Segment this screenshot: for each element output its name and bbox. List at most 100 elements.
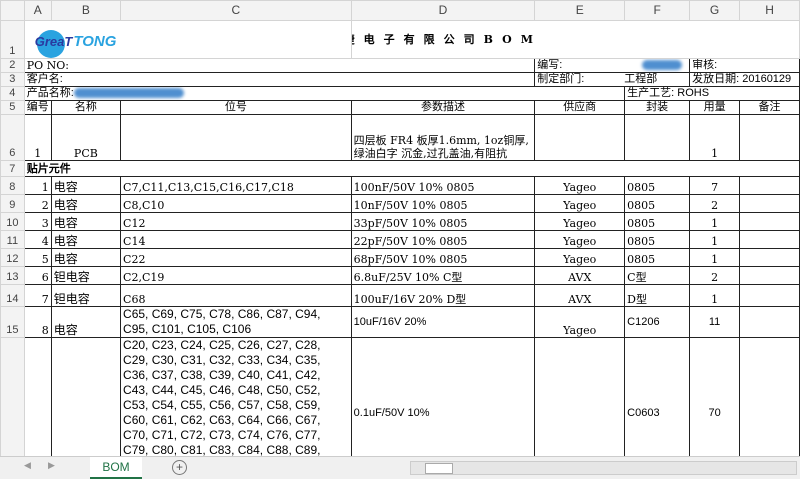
cell-pkg[interactable]: 0805 bbox=[624, 212, 691, 231]
cell-note[interactable] bbox=[739, 306, 800, 338]
cell-no[interactable]: 5 bbox=[23, 248, 52, 267]
row-header[interactable]: 10 bbox=[0, 212, 25, 231]
cell-pkg[interactable]: 0805 bbox=[624, 176, 691, 195]
cell-qty[interactable]: 70 bbox=[689, 337, 741, 456]
row-header[interactable]: 12 bbox=[0, 248, 25, 267]
header-cell[interactable]: 用量 bbox=[689, 100, 741, 115]
column-header[interactable]: F bbox=[624, 0, 691, 21]
cell-name[interactable]: 钽电容 bbox=[50, 284, 122, 307]
row-header[interactable]: 14 bbox=[0, 284, 25, 307]
cell-pkg[interactable]: 0805 bbox=[624, 230, 691, 249]
product-name-cell[interactable]: 产品名称: bbox=[23, 86, 626, 101]
cell-name[interactable]: 电容 bbox=[50, 176, 122, 195]
cell-note[interactable] bbox=[739, 230, 800, 249]
header-cell[interactable]: 封装 bbox=[624, 100, 691, 115]
process-cell[interactable]: 生产工艺: ROHS bbox=[624, 86, 800, 101]
row-header[interactable]: 2 bbox=[0, 58, 25, 73]
cell-vendor[interactable]: Yageo bbox=[534, 212, 626, 231]
header-cell[interactable]: 编号 bbox=[23, 100, 52, 115]
header-cell[interactable]: 供应商 bbox=[534, 100, 626, 115]
cell-name[interactable]: 电容 bbox=[50, 212, 122, 231]
cell-qty[interactable]: 11 bbox=[689, 306, 741, 338]
row-header[interactable]: 3 bbox=[0, 72, 25, 87]
column-header[interactable]: G bbox=[689, 0, 741, 21]
cell-qty[interactable]: 1 bbox=[689, 230, 741, 249]
add-sheet-icon[interactable]: + bbox=[172, 460, 187, 475]
column-header[interactable]: B bbox=[50, 0, 122, 21]
cell-vendor[interactable] bbox=[534, 337, 626, 456]
cell-no[interactable]: 4 bbox=[23, 230, 52, 249]
cell-name[interactable]: 电容 bbox=[50, 230, 122, 249]
select-all[interactable] bbox=[0, 0, 25, 21]
customer-cell[interactable]: 客户名: bbox=[23, 72, 536, 87]
cell-no[interactable]: 2 bbox=[23, 194, 52, 213]
cell-desc[interactable]: 四层板 FR4 板厚1.6mm, 1oz铜厚, 绿油白字 沉金,过孔盖油,有阻抗 bbox=[350, 114, 536, 161]
scroll-right-icon[interactable]: ▶ bbox=[48, 460, 55, 470]
scroll-left-icon[interactable]: ◀ bbox=[24, 460, 31, 470]
cell-vendor[interactable]: AVX bbox=[534, 284, 626, 307]
cell-vendor[interactable]: Yageo bbox=[534, 306, 626, 338]
cell-desc[interactable]: 22pF/50V 10% 0805 bbox=[350, 230, 536, 249]
row-header[interactable]: 7 bbox=[0, 160, 25, 177]
header-cell[interactable]: 位号 bbox=[120, 100, 352, 115]
cell-note[interactable] bbox=[739, 194, 800, 213]
cell-ref[interactable]: C14 bbox=[120, 230, 352, 249]
cell-desc[interactable]: 100nF/50V 10% 0805 bbox=[350, 176, 536, 195]
cell-vendor[interactable]: Yageo bbox=[534, 248, 626, 267]
cell-vendor[interactable]: Yageo bbox=[534, 176, 626, 195]
cell-ref[interactable]: C12 bbox=[120, 212, 352, 231]
cell-name[interactable]: PCB bbox=[50, 114, 122, 161]
cell-desc[interactable]: 6.8uF/25V 10% C型 bbox=[350, 266, 536, 285]
cell-qty[interactable]: 1 bbox=[689, 212, 741, 231]
cell-qty[interactable]: 7 bbox=[689, 176, 741, 195]
release-date-cell[interactable]: 发放日期: 20160129 bbox=[689, 72, 800, 87]
cell-no[interactable]: 1 bbox=[23, 176, 52, 195]
cell-qty[interactable]: 2 bbox=[689, 194, 741, 213]
row-header[interactable]: 13 bbox=[0, 266, 25, 285]
row-header[interactable]: 5 bbox=[0, 100, 25, 115]
row-header[interactable]: 9 bbox=[0, 194, 25, 213]
cell-vendor[interactable]: AVX bbox=[534, 266, 626, 285]
cell-vendor[interactable]: Yageo bbox=[534, 194, 626, 213]
sheet-tab-bom[interactable]: BOM bbox=[90, 457, 142, 479]
cell-pkg[interactable]: C1206 bbox=[624, 306, 691, 338]
department-cell[interactable]: 制定部门: 工程部 bbox=[534, 72, 691, 87]
cell-qty[interactable]: 2 bbox=[689, 266, 741, 285]
cell-pkg[interactable]: 0805 bbox=[624, 194, 691, 213]
cell-qty[interactable]: 1 bbox=[689, 248, 741, 267]
cell-ref[interactable]: C68 bbox=[120, 284, 352, 307]
cell-no[interactable]: 1 bbox=[23, 114, 52, 161]
cell-ref[interactable]: C7,C11,C13,C15,C16,C17,C18 bbox=[120, 176, 352, 195]
cell-note[interactable] bbox=[739, 337, 800, 456]
row-header[interactable]: 15 bbox=[0, 306, 25, 338]
cell-no[interactable]: 7 bbox=[23, 284, 52, 307]
cell-no[interactable]: 3 bbox=[23, 212, 52, 231]
cell-note[interactable] bbox=[739, 176, 800, 195]
cell-desc[interactable]: 68pF/50V 10% 0805 bbox=[350, 248, 536, 267]
cell-desc[interactable]: 33pF/50V 10% 0805 bbox=[350, 212, 536, 231]
section-label[interactable]: 贴片元件 bbox=[23, 160, 800, 177]
column-header[interactable]: D bbox=[350, 0, 536, 21]
row-header[interactable]: 1 bbox=[0, 20, 25, 59]
column-header[interactable]: A bbox=[23, 0, 52, 21]
column-header[interactable]: E bbox=[534, 0, 626, 21]
cell-qty[interactable]: 1 bbox=[689, 284, 741, 307]
cell-note[interactable] bbox=[739, 284, 800, 307]
cell-note[interactable] bbox=[739, 266, 800, 285]
cell-name[interactable]: 电容 bbox=[50, 337, 122, 456]
cell-name[interactable]: 电容 bbox=[50, 194, 122, 213]
cell-desc[interactable]: 0.1uF/50V 10% bbox=[350, 337, 536, 456]
column-header[interactable]: C bbox=[120, 0, 352, 21]
cell-ref[interactable]: C20, C23, C24, C25, C26, C27, C28, C29, … bbox=[120, 337, 352, 456]
row-header[interactable]: 16 bbox=[0, 337, 25, 456]
cell-qty[interactable]: 1 bbox=[689, 114, 741, 161]
cell-name[interactable]: 钽电容 bbox=[50, 266, 122, 285]
row-header[interactable]: 6 bbox=[0, 114, 25, 161]
header-cell[interactable]: 参数描述 bbox=[350, 100, 536, 115]
cell-ref[interactable]: C22 bbox=[120, 248, 352, 267]
cell-vendor[interactable]: Yageo bbox=[534, 230, 626, 249]
row-header[interactable]: 11 bbox=[0, 230, 25, 249]
author-cell[interactable]: 编写: bbox=[534, 58, 691, 73]
column-header[interactable]: H bbox=[739, 0, 800, 21]
